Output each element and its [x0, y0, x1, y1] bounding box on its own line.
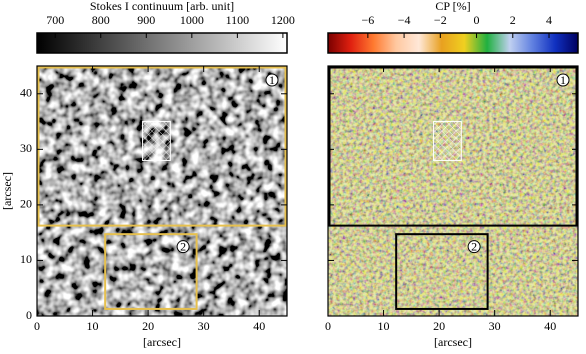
box-label: 2 — [471, 239, 477, 253]
y-tick-label: 30 — [20, 141, 32, 155]
x-tick-label: 40 — [544, 319, 556, 333]
hatch-region — [433, 121, 462, 161]
colorbar-tick-label: 2 — [510, 13, 516, 27]
plot-frame — [327, 65, 579, 317]
colorbar-tick-label: −2 — [434, 13, 447, 27]
colorbar — [327, 32, 579, 54]
y-tick-label: 20 — [20, 197, 32, 211]
region-box — [328, 66, 578, 227]
colorbar-tick-label: 700 — [46, 13, 64, 27]
x-tick-label: 10 — [87, 319, 99, 333]
x-axis-label: [arcsec] — [434, 335, 472, 349]
colorbar-title: Stokes I continuum [arb. unit] — [90, 0, 234, 13]
x-axis-label: [arcsec] — [143, 335, 181, 349]
region-box — [37, 66, 287, 227]
colorbar — [36, 32, 288, 54]
colorbar-tick-label: 0 — [474, 13, 480, 27]
x-tick-label: 20 — [433, 319, 445, 333]
colorbar-tick-label: 1100 — [226, 13, 250, 27]
x-tick-label: 20 — [142, 319, 154, 333]
colorbar-tick-label: −6 — [361, 13, 374, 27]
colorbar-tick-label: −4 — [398, 13, 411, 27]
plot-frame — [36, 65, 288, 317]
box-label-circle — [176, 240, 190, 254]
colorbar-tick-label: 800 — [92, 13, 110, 27]
box-label: 2 — [180, 239, 186, 253]
x-tick-label: 10 — [378, 319, 390, 333]
x-tick-label: 0 — [34, 319, 40, 333]
y-tick-label: 0 — [26, 308, 32, 322]
box-label: 1 — [560, 73, 566, 87]
hatch-region — [142, 121, 171, 161]
region-box — [104, 233, 198, 310]
image — [328, 66, 578, 316]
x-tick-label: 30 — [489, 319, 501, 333]
box-label: 1 — [269, 73, 275, 87]
x-tick-label: 0 — [325, 319, 331, 333]
colorbar-tick-label: 4 — [546, 13, 552, 27]
x-tick-label: 30 — [198, 319, 210, 333]
box-label-circle — [556, 73, 570, 87]
x-tick-label: 40 — [253, 319, 265, 333]
y-axis-label: [arcsec] — [0, 172, 14, 210]
colorbar-tick-label: 900 — [137, 13, 155, 27]
image — [37, 66, 287, 316]
y-tick-label: 40 — [20, 86, 32, 100]
y-tick-label: 10 — [20, 252, 32, 266]
colorbar-tick-label: 1000 — [180, 13, 204, 27]
region-box — [395, 233, 489, 310]
box-label-circle — [265, 73, 279, 87]
colorbar-tick-label: 1200 — [271, 13, 295, 27]
box-label-circle — [467, 240, 481, 254]
colorbar-title: CP [%] — [435, 0, 470, 13]
